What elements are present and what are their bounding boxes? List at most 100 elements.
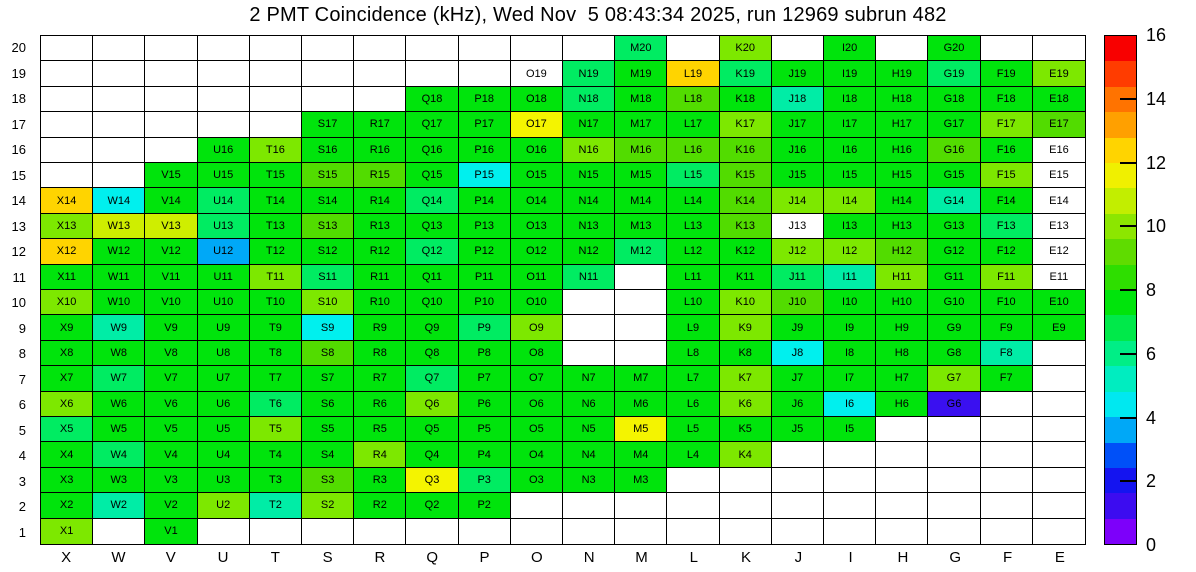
heatmap-cell-X13: X13 (41, 213, 94, 240)
heatmap-cell-S12: S12 (302, 239, 355, 265)
heatmap-cell-G12: G12 (928, 239, 981, 265)
x-axis-label-W: W (111, 549, 126, 566)
heatmap-cell-empty (980, 442, 1033, 468)
heatmap-cell-N19: N19 (563, 61, 616, 87)
heatmap-cell-P12: P12 (458, 239, 511, 265)
heatmap-cell-empty (667, 36, 720, 62)
heatmap-cell-W9: W9 (93, 315, 146, 341)
heatmap-cell-empty (980, 391, 1033, 417)
heatmap-cell-M3: M3 (615, 467, 668, 494)
heatmap-cell-E17: E17 (1032, 112, 1085, 138)
heatmap-cell-empty (145, 137, 198, 163)
heatmap-cell-K5: K5 (719, 416, 772, 443)
x-axis-label-V: V (165, 549, 176, 566)
heatmap-cell-M4: M4 (615, 442, 668, 468)
heatmap-cell-K11: K11 (719, 264, 772, 290)
heatmap-cell-K9: K9 (719, 315, 772, 341)
colorbar-tick-2 (1120, 480, 1136, 483)
heatmap-cell-empty (145, 86, 198, 113)
heatmap-cell-O7: O7 (510, 366, 563, 392)
colorbar-band (1105, 239, 1136, 265)
heatmap-cell-R8: R8 (354, 340, 407, 367)
heatmap-cell-L18: L18 (667, 86, 720, 113)
heatmap-cell-F18: F18 (980, 86, 1033, 113)
heatmap-cell-I9: I9 (824, 315, 877, 341)
heatmap-cell-R15: R15 (354, 162, 407, 189)
heatmap-cell-N11: N11 (563, 264, 616, 290)
heatmap-cell-P13: P13 (458, 213, 511, 240)
heatmap-cell-N7: N7 (563, 366, 616, 392)
heatmap-cell-J15: J15 (771, 162, 824, 189)
heatmap-cell-P14: P14 (458, 188, 511, 214)
heatmap-cell-O3: O3 (510, 467, 563, 494)
heatmap-cell-empty (615, 289, 668, 316)
heatmap-cell-empty (719, 493, 772, 519)
chart-title: 2 PMT Coincidence (kHz), Wed Nov 5 08:43… (249, 4, 947, 26)
heatmap-cell-U9: U9 (197, 315, 250, 341)
heatmap-cell-U10: U10 (197, 289, 250, 316)
heatmap-cell-J8: J8 (771, 340, 824, 367)
heatmap-cell-I6: I6 (824, 391, 877, 417)
heatmap-cell-J18: J18 (771, 86, 824, 113)
heatmap-cell-empty (197, 86, 250, 113)
heatmap-cell-empty (563, 289, 616, 316)
heatmap-cell-F8: F8 (980, 340, 1033, 367)
heatmap-cell-Q16: Q16 (406, 137, 459, 163)
x-axis-label-P: P (479, 549, 490, 566)
y-axis-label-20: 20 (11, 40, 26, 56)
heatmap-cell-P17: P17 (458, 112, 511, 138)
heatmap-cell-T16: T16 (249, 137, 302, 163)
heatmap-cell-G16: G16 (928, 137, 981, 163)
heatmap-cell-J5: J5 (771, 416, 824, 443)
heatmap-cell-E14: E14 (1032, 188, 1085, 214)
x-axis-label-X: X (61, 549, 72, 566)
heatmap-cell-empty (876, 442, 929, 468)
heatmap-cell-N16: N16 (563, 137, 616, 163)
colorbar-band (1105, 315, 1136, 341)
heatmap-cell-T9: T9 (249, 315, 302, 341)
heatmap-cell-R11: R11 (354, 264, 407, 290)
heatmap-cell-empty (93, 518, 146, 544)
heatmap-cell-empty (249, 36, 302, 62)
heatmap-cell-J17: J17 (771, 112, 824, 138)
heatmap-cell-empty (93, 162, 146, 189)
heatmap-cell-L9: L9 (667, 315, 720, 341)
heatmap-cell-X3: X3 (41, 467, 94, 494)
heatmap-cell-empty (824, 518, 877, 544)
heatmap-cell-Q8: Q8 (406, 340, 459, 367)
heatmap-cell-empty (1032, 518, 1085, 544)
heatmap-cell-R13: R13 (354, 213, 407, 240)
y-axis-label-15: 15 (11, 167, 26, 183)
heatmap-cell-empty (249, 112, 302, 138)
colorbar-label-14: 14 (1146, 88, 1167, 109)
heatmap-cell-T3: T3 (249, 467, 302, 494)
heatmap-cell-empty (615, 264, 668, 290)
heatmap-cell-L6: L6 (667, 391, 720, 417)
heatmap-cell-O14: O14 (510, 188, 563, 214)
heatmap-cell-T6: T6 (249, 391, 302, 417)
heatmap-cell-T13: T13 (249, 213, 302, 240)
heatmap-cell-R17: R17 (354, 112, 407, 138)
heatmap-cell-X10: X10 (41, 289, 94, 316)
heatmap-cell-R4: R4 (354, 442, 407, 468)
heatmap-cell-O11: O11 (510, 264, 563, 290)
heatmap-cell-N17: N17 (563, 112, 616, 138)
heatmap-cell-V1: V1 (145, 518, 198, 544)
y-axis-label-5: 5 (18, 422, 26, 438)
heatmap-cell-L14: L14 (667, 188, 720, 214)
heatmap-cell-W7: W7 (93, 366, 146, 392)
heatmap-cell-I19: I19 (824, 61, 877, 87)
y-axis-label-13: 13 (11, 218, 26, 234)
heatmap-cell-I13: I13 (824, 213, 877, 240)
heatmap-cell-V2: V2 (145, 493, 198, 519)
heatmap-cell-I20: I20 (824, 36, 877, 62)
heatmap-cell-empty (458, 518, 511, 544)
heatmap-cell-X14: X14 (41, 188, 94, 214)
heatmap-cell-S4: S4 (302, 442, 355, 468)
heatmap-cell-X12: X12 (41, 239, 94, 265)
y-axis-label-1: 1 (18, 524, 26, 540)
heatmap-cell-X8: X8 (41, 340, 94, 367)
heatmap-cell-F11: F11 (980, 264, 1033, 290)
heatmap-cell-U14: U14 (197, 188, 250, 214)
